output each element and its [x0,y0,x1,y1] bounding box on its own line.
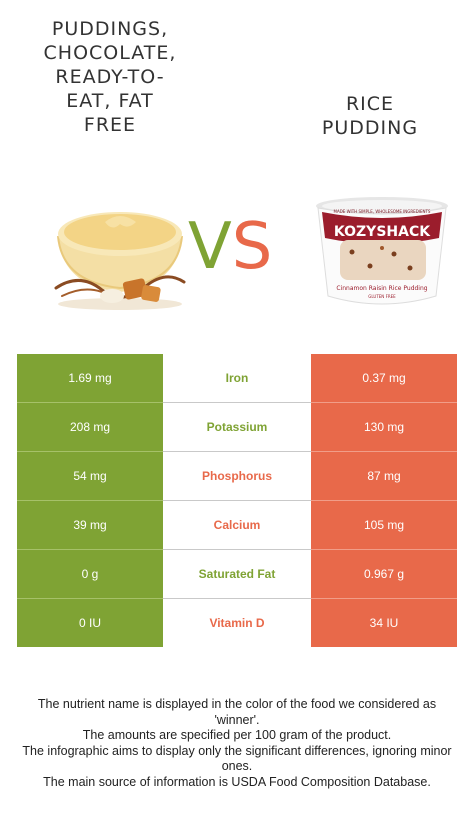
cream-dollop [100,289,124,303]
left-value: 0 IU [17,599,163,647]
left-food-title: PUDDINGS, CHOCOLATE, READY-TO- EAT, FAT … [43,18,177,136]
footer-note: The main source of information is USDA F… [43,774,431,789]
footer-notes: The nutrient name is displayed in the co… [20,697,454,790]
nutrient-name: Vitamin D [163,599,311,647]
package-tagline: MADE WITH SIMPLE, WHOLESOME INGREDIENTS [334,209,431,214]
left-value: 54 mg [17,452,163,501]
table-row: 0 g Saturated Fat 0.967 g [17,550,457,599]
footer-note: The amounts are specified per 100 gram o… [82,728,392,742]
nutrient-comparison-table: 1.69 mg Iron 0.37 mg 208 mg Potassium 13… [17,354,457,648]
left-value: 39 mg [17,501,163,550]
caramel-candy [122,278,148,300]
vs-v: V [188,210,232,284]
cup-label-band [322,212,442,244]
right-food-title: RICE PUDDING [321,93,419,139]
right-value: 105 mg [311,501,457,550]
left-value: 1.69 mg [17,354,163,403]
nutrient-name: Potassium [163,403,311,452]
package-note: GLUTEN FREE [368,294,396,299]
footer-note: The nutrient name is displayed in the co… [37,697,437,727]
right-value: 0.967 g [311,550,457,599]
caramel-drizzle [54,275,186,299]
left-value: 208 mg [17,403,163,452]
vs-label: VS [188,212,272,282]
vs-s: S [231,210,273,284]
table-row: 54 mg Phosphorus 87 mg [17,452,457,501]
pudding-swirl [105,216,136,228]
right-value: 0.37 mg [311,354,457,403]
left-value: 0 g [17,550,163,599]
right-value: 34 IU [311,599,457,647]
table-row: 39 mg Calcium 105 mg [17,501,457,550]
pudding-bowl-image [54,212,186,310]
nutrient-name: Calcium [163,501,311,550]
table-row: 0 IU Vitamin D 34 IU [17,599,457,648]
nutrient-name: Iron [163,354,311,403]
package-flavor: Cinnamon Raisin Rice Pudding [336,285,427,292]
table-row: 1.69 mg Iron 0.37 mg [17,354,457,403]
package-brand: KOZYSHACK [334,224,431,240]
right-value: 87 mg [311,452,457,501]
footer-note: The infographic aims to display only the… [22,743,452,774]
right-value: 130 mg [311,403,457,452]
pudding-window [340,240,426,280]
table-row: 208 mg Potassium 130 mg [17,403,457,452]
pudding-surface [64,214,176,250]
nutrient-name: Phosphorus [163,452,311,501]
nutrient-name: Saturated Fat [163,550,311,599]
rice-pudding-cup-image: MADE WITH SIMPLE, WHOLESOME INGREDIENTS … [316,197,448,305]
